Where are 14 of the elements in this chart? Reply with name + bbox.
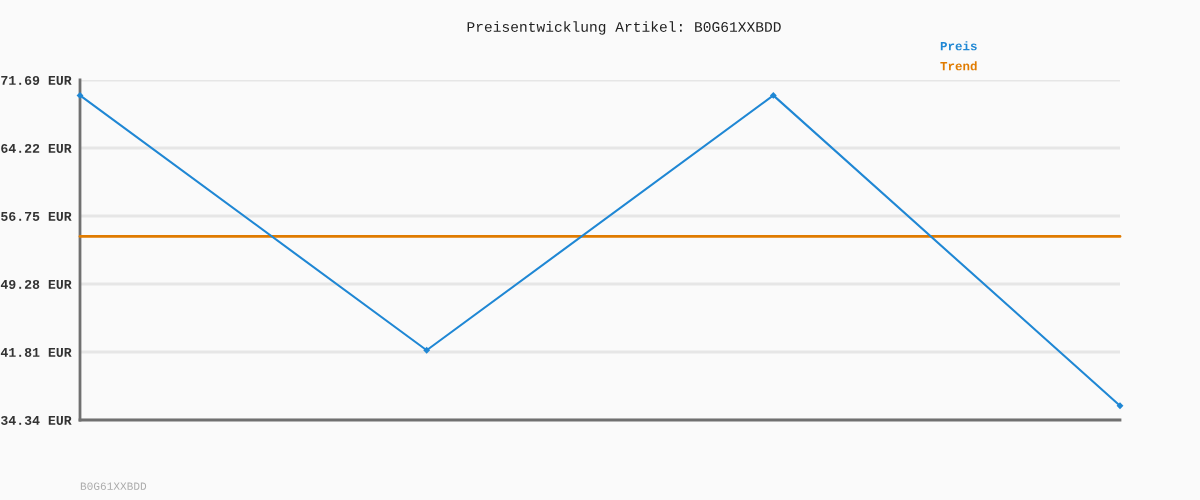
text: Trend (940, 61, 977, 71)
text: B0G61XXBDD (80, 482, 147, 490)
y-tick-label: 56.75 EUR (1, 211, 72, 221)
y-tick-label: 49.28 EUR (0, 279, 72, 289)
y-tick-label: 64.22 EUR (1, 143, 72, 153)
y-tick-label: 41.81 EUR (0, 347, 72, 357)
point (76, 91, 84, 99)
chart-title: Preisentwicklung Artikel: B0G61XXBDD (467, 21, 781, 35)
y-tick-label: 71.69 EUR (1, 75, 72, 85)
point (769, 91, 777, 99)
point (423, 346, 431, 354)
point (1116, 402, 1124, 410)
text: Preis (940, 41, 977, 51)
y-tick-label: 34.34 EUR (1, 415, 72, 425)
